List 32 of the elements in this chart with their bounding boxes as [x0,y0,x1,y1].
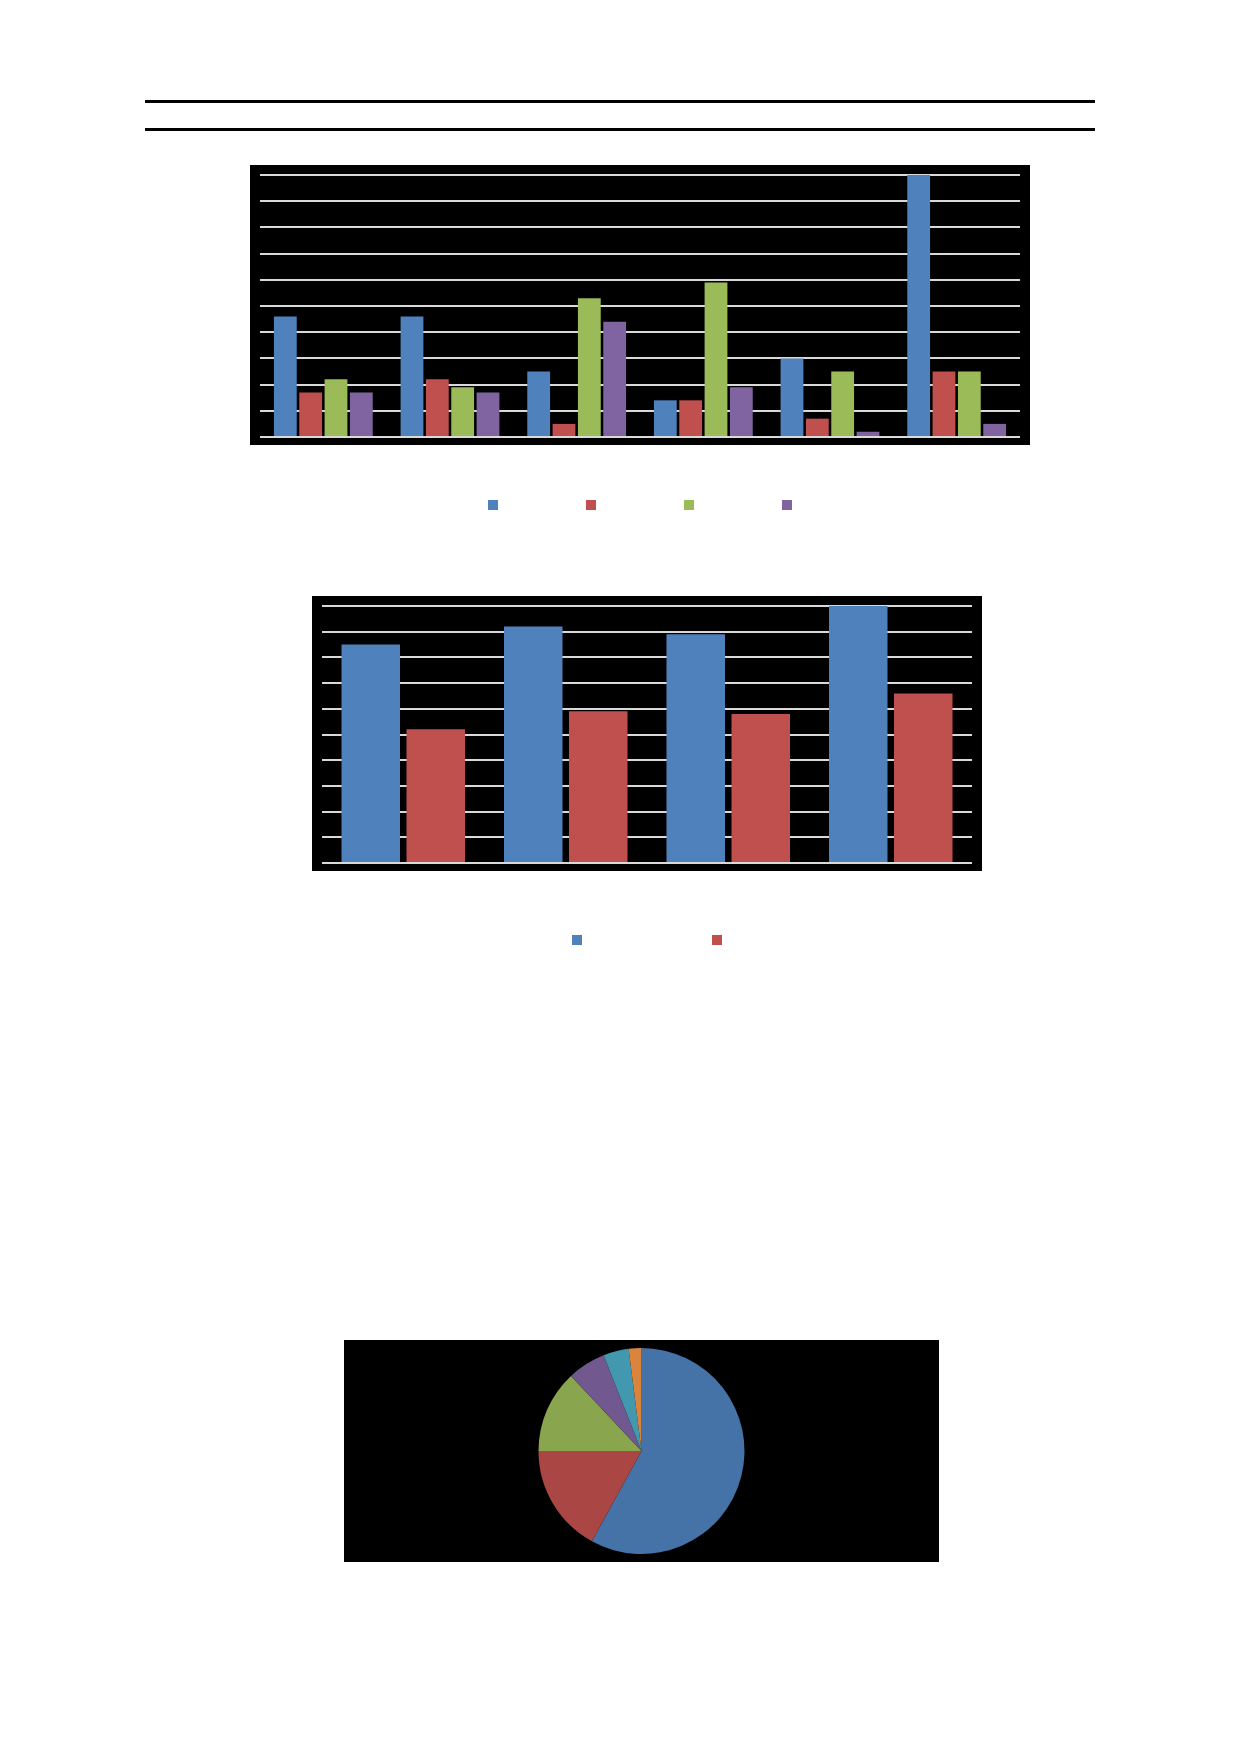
bar [829,606,888,862]
bar [603,321,627,436]
bar [577,298,601,436]
bar [341,644,400,862]
bar [831,371,855,436]
bar [552,423,576,436]
bar [299,392,323,436]
bar [504,626,563,862]
bar [679,400,703,436]
bar [805,418,829,436]
bar [894,693,953,862]
bar [729,387,753,436]
bar [731,713,790,862]
bar [451,387,475,436]
bar [957,371,981,436]
bar [476,392,500,436]
bar [666,634,725,862]
bar [273,316,297,436]
bar [704,282,728,436]
bar [425,379,449,436]
bar [856,431,880,436]
bar [400,316,424,436]
bar [932,371,956,436]
bar [324,379,348,436]
bar [527,371,551,436]
bar [569,711,628,862]
bar [983,423,1007,436]
bar [406,729,465,862]
bar [349,392,373,436]
bar [780,358,804,436]
bar [653,400,677,436]
bar [907,175,931,436]
